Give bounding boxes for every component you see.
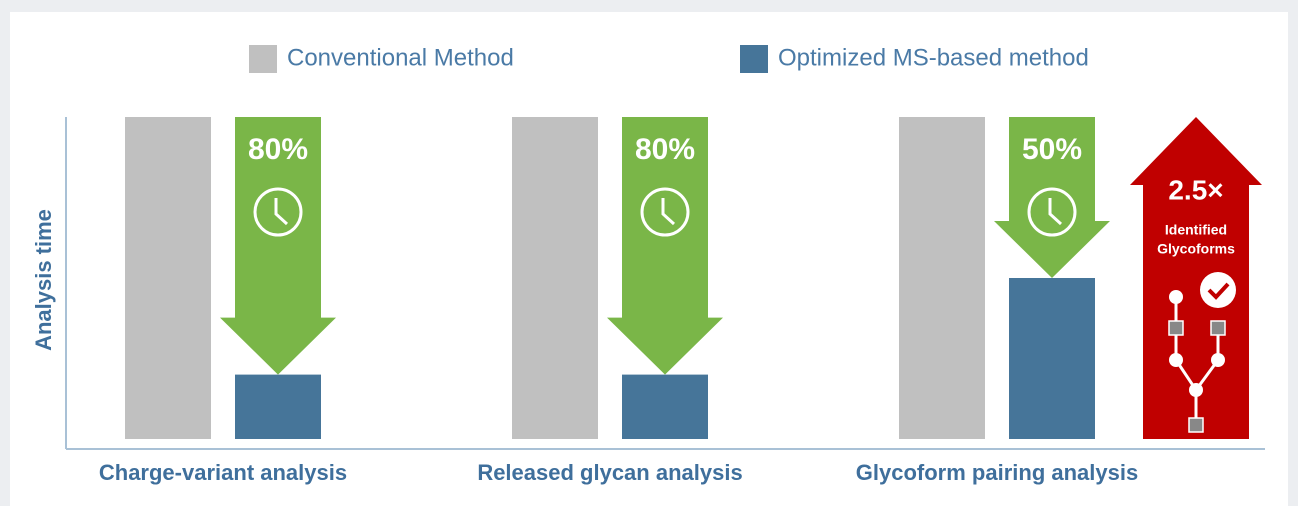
reduction-arrow (994, 117, 1110, 278)
legend-label: Optimized MS-based method (778, 44, 1089, 71)
callout: 2.5× Identified Glycoforms (1130, 117, 1262, 439)
bar (235, 374, 321, 439)
clock-icon (640, 187, 690, 237)
legend-swatch (249, 45, 277, 73)
clock-icon (1027, 187, 1077, 237)
bar (899, 117, 985, 439)
glycan-squares (1168, 320, 1226, 433)
clock-icon (253, 187, 303, 237)
bar (1009, 278, 1095, 439)
x-tick-label: Glycoform pairing analysis (856, 460, 1138, 485)
clock-hands (661, 198, 676, 226)
bar (622, 374, 708, 439)
x-tick-label: Charge-variant analysis (99, 460, 347, 485)
callout-arrow (1130, 117, 1262, 439)
y-axis-label: Analysis time (31, 209, 56, 351)
legend-label: Conventional Method (287, 44, 514, 71)
reduction-label: 80% (635, 133, 695, 166)
clock-hands (274, 198, 289, 226)
clock-hands (1048, 198, 1063, 226)
reduction-arrow (607, 117, 723, 375)
x-tick-label: Released glycan analysis (477, 460, 742, 485)
legend-swatch (740, 45, 768, 73)
glycan-nodes (1169, 290, 1225, 397)
check-icon (1200, 272, 1236, 308)
reduction-arrow (220, 117, 336, 375)
reduction-label: 80% (248, 133, 308, 166)
callout-label: 2.5× (1168, 174, 1223, 205)
reduction-label: 50% (1022, 133, 1082, 166)
bar (512, 117, 598, 439)
check-mark (1207, 282, 1230, 300)
callout-text: Identified (1165, 222, 1227, 238)
bar (125, 117, 211, 439)
callout-text: Glycoforms (1157, 241, 1235, 257)
